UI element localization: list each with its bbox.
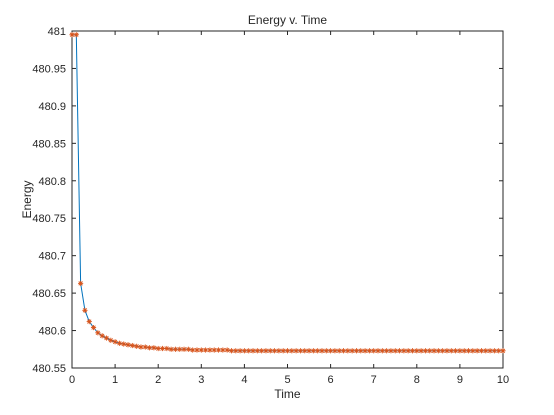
data-point-marker [134,343,140,349]
data-point-marker [207,347,213,353]
y-tick-labels: 480.55 480.6 480.65 480.7 480.75 480.8 480.85 4… [32,26,66,375]
data-point-marker [267,348,273,354]
data-point-marker [99,333,105,339]
data-point-marker [418,348,424,354]
axis-ticks [71,30,504,369]
data-point-marker [181,346,187,352]
data-point-marker [440,348,446,354]
data-point-marker [319,348,325,354]
y-axis-label: Energy [20,180,34,218]
data-point-marker [121,341,127,347]
data-point-marker [211,347,217,353]
y-tick-label: 480.9 [38,101,66,113]
x-tick-label: 0 [69,374,75,386]
y-tick-label: 480.6 [38,326,66,338]
data-point-marker [452,348,459,354]
plot-area [71,30,504,369]
x-tick-label: 3 [198,374,204,386]
data-point-marker [379,348,385,354]
data-point-marker [362,348,368,354]
x-tick-label: 6 [328,374,334,386]
data-point-marker [366,348,372,354]
data-point-marker [224,347,230,353]
data-point-marker [86,318,92,325]
data-point-marker [78,280,84,286]
data-point-marker [125,342,131,348]
y-tick-label: 481 [48,26,66,38]
data-point-marker [112,339,118,345]
data-point-marker [151,345,157,351]
x-tick-label: 1 [112,374,118,386]
x-tick-label: 7 [371,374,377,386]
data-point-marker [388,348,394,354]
data-point-marker [103,335,110,341]
x-tick-label: 10 [497,374,509,386]
data-point-marker [185,346,191,352]
data-point-marker [116,340,123,346]
y-tick-label: 480.75 [32,213,66,225]
data-point-marker [168,346,174,352]
data-point-marker [95,330,101,336]
data-point-marker [82,307,88,313]
data-point-marker [90,324,97,331]
data-point-marker [315,348,321,354]
data-point-marker [371,348,377,354]
y-tick-label: 480.8 [38,176,66,188]
x-tick-label: 5 [284,374,290,386]
data-point-marker [142,344,148,350]
data-point-marker [500,348,506,354]
y-tick-label: 480.65 [32,288,66,300]
y-tick-label: 480.55 [32,363,66,375]
data-point-marker [263,348,269,354]
x-tick-label: 8 [414,374,420,386]
y-tick-label: 480.7 [38,251,66,263]
x-tick-label: 4 [241,374,247,386]
data-point-marker [129,342,135,349]
data-point-marker [198,347,204,353]
x-tick-label: 9 [457,374,463,386]
x-axis-label: Time [274,387,301,401]
chart-title: Energy v. Time [248,13,327,27]
data-point-marker [465,348,472,354]
data-point-marker [108,337,114,343]
data-point-marker [293,348,299,354]
data-point-marker [228,348,235,354]
x-tick-labels: 0 1 2 3 4 5 6 7 8 9 10 [69,374,509,386]
data-point-marker [73,32,79,38]
x-tick-label: 2 [155,374,161,386]
data-point-marker [409,348,416,354]
y-tick-label: 480.95 [32,63,66,75]
series-layer [69,32,506,354]
data-point-marker [164,345,170,352]
y-tick-label: 480.85 [32,138,66,150]
